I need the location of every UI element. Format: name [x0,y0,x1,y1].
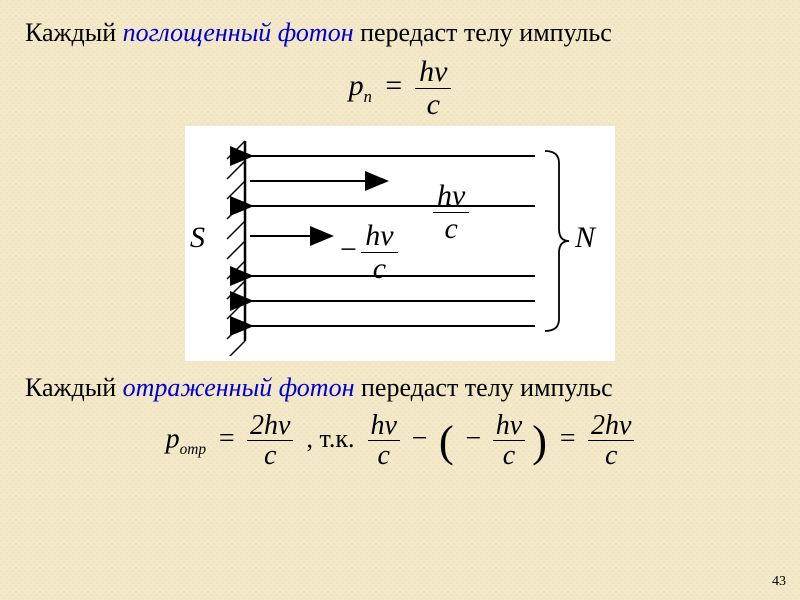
numerator: hν [415,56,451,89]
page-number: 43 [772,574,786,590]
right-paren: ) [532,416,547,466]
equals: = [379,69,407,102]
denominator: c [361,253,397,285]
diagram-container: S N hν c − hν c [25,126,775,361]
minus: − [407,423,432,454]
denominator: c [588,441,634,470]
label-S: S [190,221,205,255]
numerator: hν [361,220,397,253]
numerator: hν [493,411,525,441]
numerator: hν [433,180,469,213]
label-N: N [575,221,595,255]
label-momentum-plus: hν c [433,180,469,244]
slide-content: Каждый поглощенный фотон передаст телу и… [0,0,800,471]
fraction-2hv-c-result: 2hν c [588,411,634,471]
denominator: c [247,441,293,470]
formula-reflected: pотр = 2hν c , т.к. hν c − ( − hν c ) = … [25,411,775,471]
text: Каждый [25,373,123,402]
denominator: c [493,441,525,470]
term-absorbed-photon: поглощенный фотон [123,18,354,47]
text-tk: , т.к. [300,424,360,453]
sentence-reflected: Каждый отраженный фотон передаст телу им… [25,373,775,403]
neg: − [461,423,486,454]
formula-absorbed: pn = hν c [25,56,775,120]
equals: = [554,423,581,454]
numerator: hν [368,411,400,441]
label-momentum-minus: − hν c [335,220,398,284]
denominator: c [368,441,400,470]
text: передаст телу импульс [354,373,612,402]
denominator: c [415,89,451,121]
equals: = [213,423,240,454]
numerator: 2hν [247,411,293,441]
fraction-hv-c: hν c [415,56,451,120]
left-paren: ( [439,416,454,466]
minus-sign: − [335,233,361,266]
photon-diagram: S N hν c − hν c [185,126,615,361]
fraction-hv-c-inner: hν c [493,411,525,471]
diagram-svg [185,126,615,356]
sentence-absorbed: Каждый поглощенный фотон передаст телу и… [25,18,775,48]
numerator: 2hν [588,411,634,441]
denominator: c [433,213,469,245]
fraction-hv-c: hν c [368,411,400,471]
term-reflected-photon: отраженный фотон [123,373,355,402]
subscript-otr: отр [180,441,207,458]
var-p: p [166,423,180,454]
fraction-2hv-c: 2hν c [247,411,293,471]
subscript-n: n [364,87,372,106]
var-p: p [349,69,364,102]
text: Каждый [25,18,123,47]
text: передаст телу импульс [354,18,612,47]
